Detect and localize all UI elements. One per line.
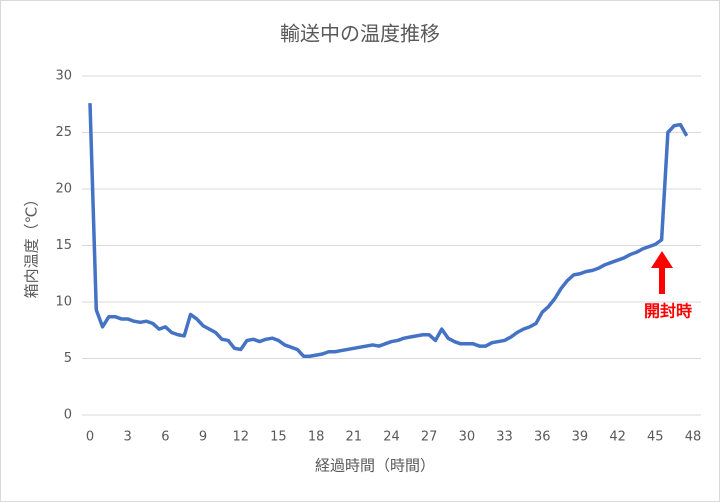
- x-tick-label: 33: [496, 430, 513, 445]
- x-axis-title: 経過時間（時間）: [315, 457, 435, 475]
- y-tick-label: 25: [55, 125, 72, 140]
- x-tick-label: 18: [308, 430, 325, 445]
- y-tick-label: 30: [55, 69, 72, 84]
- y-axis-title: 箱内温度（℃）: [23, 192, 41, 299]
- x-tick-label: 27: [421, 430, 438, 445]
- annotation: 開封時: [644, 302, 692, 321]
- chart-title: 輸送中の温度推移: [280, 22, 440, 46]
- x-tick-label: 6: [161, 430, 169, 445]
- x-tick-label: 12: [232, 430, 249, 445]
- x-tick-label: 36: [534, 430, 551, 445]
- y-tick-label: 20: [55, 182, 72, 197]
- x-tick-label: 48: [685, 430, 702, 445]
- x-tick-label: 42: [609, 430, 626, 445]
- x-tick-label: 15: [270, 430, 287, 445]
- y-tick-label: 5: [64, 351, 72, 366]
- annotation-arrow: [651, 251, 673, 294]
- x-tick-label: 39: [572, 430, 589, 445]
- x-tick-label: 30: [459, 430, 476, 445]
- y-tick-label: 0: [64, 408, 72, 423]
- x-tick-label: 21: [346, 430, 363, 445]
- x-tick-label: 3: [124, 430, 132, 445]
- x-tick-label: 9: [199, 430, 207, 445]
- x-tick-label: 0: [86, 430, 94, 445]
- data-line: [88, 103, 689, 358]
- x-tick-label: 45: [647, 430, 664, 445]
- y-tick-label: 10: [55, 295, 72, 310]
- y-tick-label: 15: [55, 238, 72, 253]
- x-tick-label: 24: [383, 430, 400, 445]
